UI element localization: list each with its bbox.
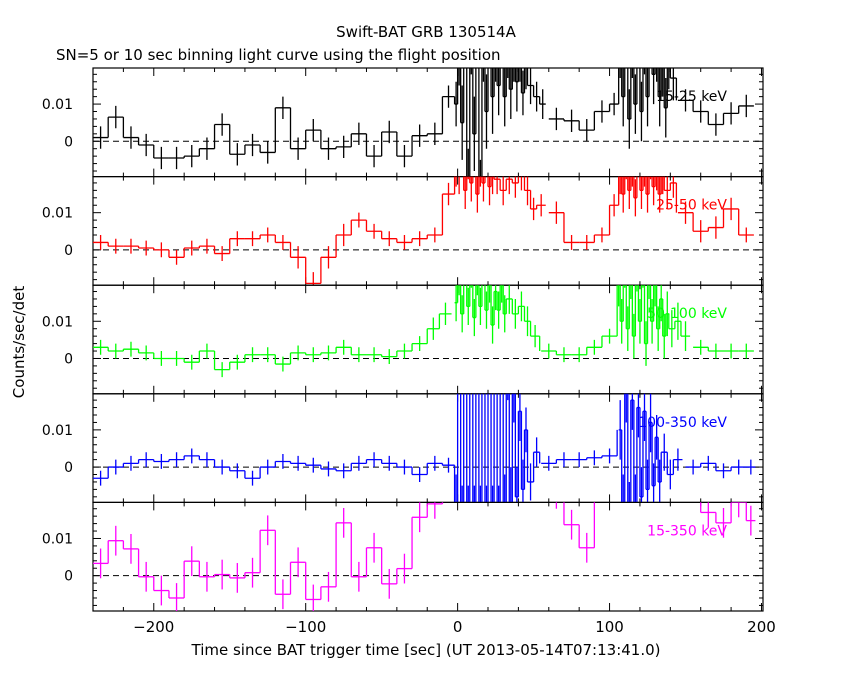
x-tick-label: −200 xyxy=(133,618,174,636)
series-1 xyxy=(93,176,754,286)
panel-frame xyxy=(92,501,764,612)
y-tick-label: 0 xyxy=(64,243,73,259)
y-tick-label: 0 xyxy=(64,351,73,367)
chart-title: Swift-BAT GRB 130514A xyxy=(336,23,516,41)
x-tick-label: 0 xyxy=(453,618,463,636)
x-tick-label: 200 xyxy=(747,618,776,636)
chart-subtitle: SN=5 or 10 sec binning light curve using… xyxy=(56,46,501,64)
y-tick-label: 0.01 xyxy=(42,314,73,330)
panel-50-100-kev: 0 0.01 50-100 keV xyxy=(42,284,764,395)
band-label: 15-25 keV xyxy=(656,89,727,105)
series-3 xyxy=(93,393,756,503)
y-tick-label: 0.01 xyxy=(42,531,73,547)
x-tick-label: 100 xyxy=(595,618,624,636)
y-tick-label: 0.01 xyxy=(42,423,73,439)
band-label: 15-350 keV xyxy=(647,523,727,539)
y-tick-label: 0.01 xyxy=(42,206,73,222)
x-tick-label: −100 xyxy=(285,618,326,636)
band-label: 25-50 keV xyxy=(656,198,727,214)
band-label: 50-100 keV xyxy=(647,306,727,322)
panel-100-350-kev: 0 0.01 100-350 keV xyxy=(42,393,764,503)
panel-15-25-kev: 0 0.01 15-25 keV xyxy=(42,67,764,178)
series-4 xyxy=(93,502,756,611)
y-tick-label: 0.01 xyxy=(42,97,73,113)
x-axis-label: Time since BAT trigger time [sec] (UT 20… xyxy=(191,641,661,659)
y-axis-label: Counts/sec/det xyxy=(10,286,28,399)
y-tick-label: 0 xyxy=(64,134,73,150)
panel-25-50-kev: 0 0.01 25-50 keV xyxy=(42,176,764,286)
panel-frame xyxy=(92,393,764,503)
y-tick-label: 0 xyxy=(64,569,73,585)
series-0 xyxy=(93,68,754,177)
series-2 xyxy=(93,285,754,378)
panel-15-350-kev: 0 0.01 15-350 keV xyxy=(42,501,764,612)
y-tick-label: 0 xyxy=(64,460,73,476)
band-label: 100-350 keV xyxy=(638,415,727,431)
